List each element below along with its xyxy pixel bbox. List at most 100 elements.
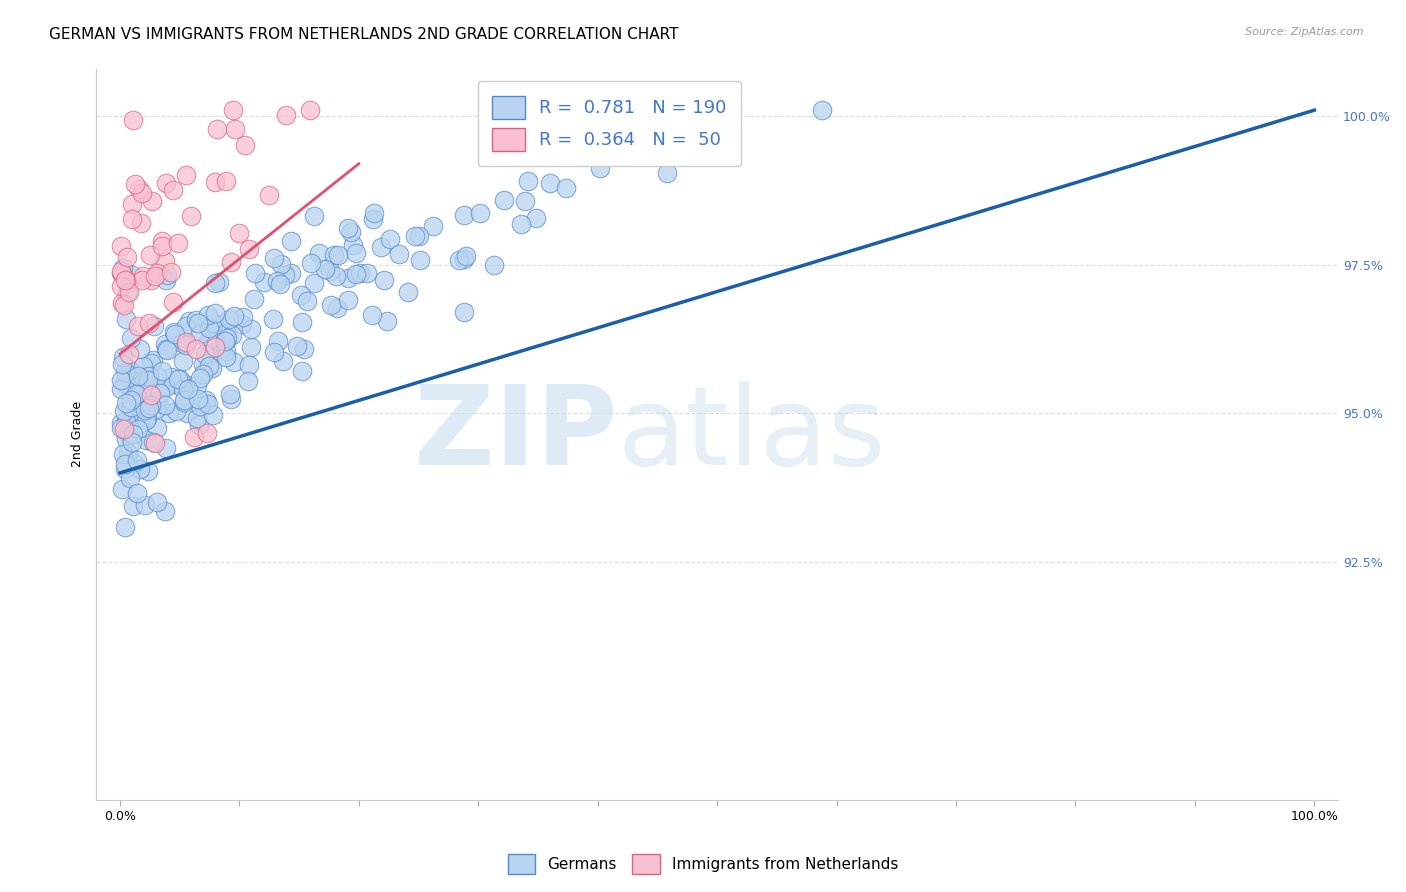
Point	[111, 296, 134, 310]
Point	[388, 246, 411, 260]
Point	[114, 365, 136, 379]
Point	[110, 279, 132, 293]
Point	[222, 103, 245, 117]
Point	[143, 436, 166, 450]
Point	[273, 268, 295, 283]
Point	[238, 242, 260, 256]
Point	[269, 277, 291, 291]
Point	[121, 435, 143, 450]
Point	[187, 316, 209, 330]
Point	[356, 266, 378, 280]
Point	[200, 361, 222, 376]
Point	[422, 219, 444, 234]
Point	[166, 235, 188, 250]
Point	[370, 239, 392, 253]
Point	[112, 447, 135, 461]
Point	[186, 343, 208, 357]
Point	[111, 357, 134, 371]
Point	[157, 406, 180, 420]
Point	[204, 306, 226, 320]
Point	[201, 316, 224, 330]
Point	[127, 452, 149, 467]
Point	[117, 427, 139, 442]
Point	[342, 237, 364, 252]
Point	[134, 402, 156, 417]
Point	[138, 401, 160, 415]
Point	[337, 271, 360, 285]
Point	[174, 334, 197, 349]
Point	[132, 359, 155, 374]
Point	[132, 268, 155, 283]
Point	[291, 315, 314, 329]
Point	[197, 308, 219, 322]
Point	[169, 372, 191, 386]
Point	[172, 383, 194, 397]
Point	[121, 268, 143, 283]
Point	[145, 495, 167, 509]
Point	[337, 293, 360, 307]
Point	[186, 411, 208, 425]
Point	[215, 350, 238, 364]
Point	[132, 370, 155, 384]
Point	[162, 376, 184, 390]
Point	[118, 374, 141, 388]
Point	[510, 217, 533, 231]
Point	[174, 318, 197, 333]
Point	[135, 413, 157, 427]
Point	[222, 355, 245, 369]
Point	[120, 401, 142, 415]
Point	[153, 253, 176, 268]
Point	[208, 275, 231, 289]
Point	[191, 357, 214, 371]
Legend: R =  0.781   N = 190, R =  0.364   N =  50: R = 0.781 N = 190, R = 0.364 N = 50	[478, 81, 741, 166]
Point	[263, 251, 285, 265]
Point	[110, 416, 132, 430]
Point	[115, 250, 138, 264]
Point	[155, 273, 177, 287]
Point	[524, 211, 547, 226]
Point	[135, 433, 157, 447]
Point	[204, 175, 226, 189]
Point	[492, 193, 515, 207]
Point	[218, 387, 240, 401]
Point	[138, 316, 160, 330]
Point	[195, 425, 218, 440]
Point	[404, 228, 426, 243]
Point	[201, 408, 224, 422]
Point	[449, 253, 471, 268]
Text: Source: ZipAtlas.com: Source: ZipAtlas.com	[1246, 27, 1364, 37]
Point	[172, 336, 194, 351]
Point	[513, 194, 536, 209]
Point	[174, 168, 197, 182]
Point	[131, 186, 153, 201]
Point	[110, 373, 132, 387]
Point	[139, 248, 162, 262]
Point	[139, 388, 162, 402]
Point	[321, 298, 343, 312]
Point	[228, 227, 250, 241]
Point	[128, 462, 150, 476]
Point	[224, 309, 246, 323]
Point	[139, 273, 162, 287]
Point	[198, 359, 221, 374]
Point	[177, 382, 200, 396]
Point	[280, 266, 302, 280]
Point	[638, 149, 661, 163]
Point	[295, 294, 318, 309]
Point	[292, 342, 315, 356]
Point	[205, 318, 228, 332]
Point	[224, 122, 246, 136]
Point	[155, 176, 177, 190]
Point	[218, 311, 240, 326]
Point	[215, 326, 238, 340]
Point	[143, 319, 166, 334]
Point	[118, 471, 141, 485]
Point	[271, 353, 294, 368]
Point	[186, 392, 208, 406]
Point	[145, 266, 167, 280]
Point	[236, 375, 259, 389]
Point	[361, 308, 384, 322]
Point	[538, 176, 561, 190]
Point	[129, 396, 152, 410]
Point	[117, 446, 139, 460]
